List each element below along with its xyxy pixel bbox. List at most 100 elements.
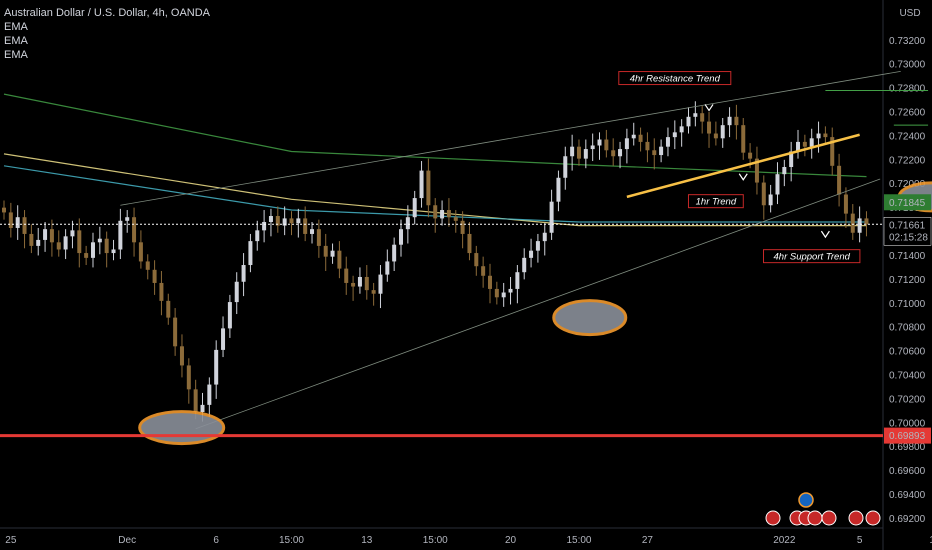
candle-body	[364, 276, 369, 291]
candle-body	[63, 236, 68, 250]
candle-body	[316, 229, 321, 246]
candle-body	[707, 121, 712, 134]
candle-body	[583, 149, 588, 159]
candle-body	[672, 132, 677, 138]
support-trend-line	[195, 178, 881, 430]
candle-body	[330, 250, 335, 257]
candle-body	[385, 261, 390, 275]
candle-body	[179, 346, 184, 366]
last-price-label: 0.71661	[889, 220, 926, 231]
candle-body	[720, 125, 725, 139]
candle-body	[440, 210, 445, 219]
candle-body	[508, 288, 513, 293]
annotation-arrow	[738, 173, 748, 181]
candle-body	[111, 249, 116, 254]
candle-body	[159, 282, 164, 301]
candle-body	[22, 217, 27, 234]
candle-body	[275, 216, 280, 226]
candle-body	[713, 133, 718, 139]
candle-body	[741, 125, 746, 153]
candle-body	[132, 217, 137, 243]
x-tick-label: 13	[361, 535, 373, 546]
candle-body	[36, 239, 41, 246]
candle-body	[351, 282, 356, 287]
ema-indicator-2[interactable]: EMA	[4, 35, 28, 47]
y-tick-label: 0.70000	[889, 418, 926, 429]
candle-body	[70, 230, 75, 237]
annotation-arrow	[704, 104, 714, 112]
candle-body	[802, 141, 807, 147]
candle-body	[597, 139, 602, 146]
candle-body	[535, 241, 540, 251]
candle-body	[652, 150, 657, 156]
candle-body	[809, 138, 814, 147]
y-tick-label: 0.72800	[889, 84, 926, 95]
ema-indicator-1[interactable]: EMA	[4, 21, 28, 33]
candle-body	[173, 317, 178, 347]
y-tick-label: 0.72200	[889, 155, 926, 166]
y-tick-label: 0.72000	[889, 179, 926, 190]
annotation-label: 4hr Support Trend	[774, 252, 851, 263]
candle-body	[433, 205, 438, 219]
annotation-box	[687, 194, 744, 209]
candle-body	[665, 137, 670, 147]
symbol-title[interactable]: Australian Dollar / U.S. Dollar, 4h, OAN…	[4, 7, 211, 19]
annotation-arrow	[820, 230, 830, 239]
candle-body	[796, 141, 801, 152]
candle-body	[405, 217, 410, 230]
candle-body	[446, 210, 451, 218]
candle-body	[624, 138, 629, 150]
candle-body	[453, 217, 458, 221]
candle-body	[611, 150, 616, 157]
candle-body	[679, 126, 684, 133]
candle-body	[221, 328, 226, 350]
candle-body	[843, 194, 848, 214]
candle-body	[522, 257, 527, 273]
candle-body	[214, 349, 219, 385]
x-tick-label: 15:00	[279, 535, 304, 546]
y-tick-label: 0.69800	[889, 442, 926, 453]
swing-low-highlight	[552, 299, 628, 337]
candle-body	[29, 233, 34, 246]
y-tick-label: 0.70400	[889, 370, 926, 381]
candle-body	[501, 292, 506, 298]
candle-body	[549, 201, 554, 233]
event-flag-icon	[821, 510, 837, 526]
candle-body	[576, 146, 581, 159]
candle-body	[816, 133, 821, 139]
candle-body	[857, 218, 862, 233]
candle-body	[2, 207, 6, 213]
candle-body	[56, 242, 61, 250]
candle-body	[241, 265, 246, 282]
swing-low-highlight	[138, 410, 226, 446]
candle-body	[310, 229, 315, 234]
y-tick-label: 0.69400	[889, 490, 926, 501]
candle-body	[837, 165, 842, 195]
x-tick-label: 27	[642, 535, 654, 546]
candle-body	[700, 113, 705, 122]
candle-body	[563, 156, 568, 178]
x-tick-label: Dec	[118, 535, 136, 546]
candle-body	[15, 217, 20, 228]
candle-body	[761, 182, 766, 206]
candle-body	[357, 276, 362, 287]
candle-body	[754, 158, 759, 183]
green-level-label: 0.71845	[889, 198, 926, 209]
event-flag-icon	[848, 510, 864, 526]
candle-body	[268, 216, 273, 222]
y-tick-label: 0.73200	[889, 36, 926, 47]
annotation-box	[763, 249, 861, 264]
candle-body	[830, 137, 835, 166]
x-tick-label: 6	[213, 535, 219, 546]
y-tick-label: 0.71400	[889, 251, 926, 262]
candle-body	[556, 177, 561, 202]
candle-body	[570, 146, 575, 157]
candle-body	[686, 116, 691, 127]
red-level-label: 0.69893	[889, 431, 926, 442]
candle-body	[104, 238, 109, 254]
ema-indicator-3[interactable]: EMA	[4, 49, 28, 61]
x-tick-label: 10	[929, 535, 932, 546]
candle-body	[631, 134, 636, 139]
candle-body	[49, 229, 54, 243]
